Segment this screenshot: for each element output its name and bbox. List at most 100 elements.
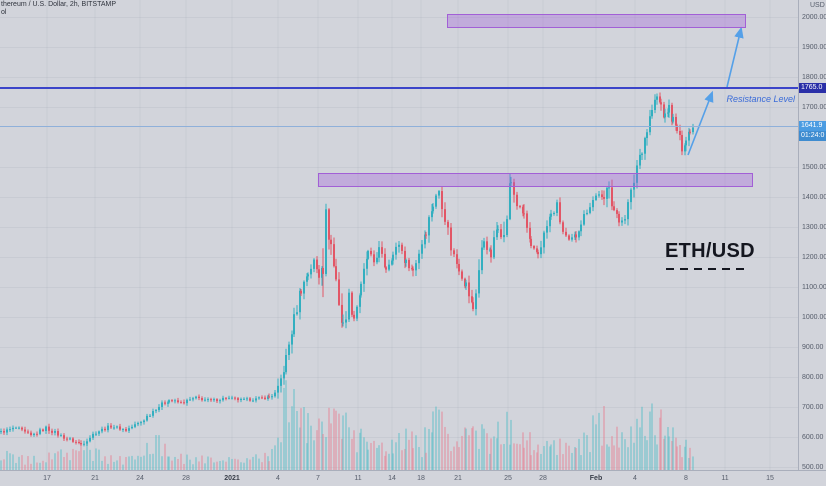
candlestick-chart[interactable]: [0, 0, 798, 470]
candle: [267, 396, 269, 400]
candle: [249, 398, 251, 401]
candle: [509, 183, 511, 220]
candle: [24, 429, 26, 432]
candle: [30, 432, 32, 436]
candle: [192, 398, 194, 400]
candle: [589, 207, 591, 213]
candle: [378, 247, 380, 258]
volume-bar: [613, 445, 615, 470]
candle: [616, 210, 618, 214]
candle: [529, 227, 531, 239]
volume-bar: [425, 452, 427, 470]
volume-bar: [675, 437, 677, 470]
volume-bar: [497, 421, 499, 470]
volume-bar: [608, 446, 610, 470]
candle: [335, 266, 337, 280]
volume-bar: [370, 442, 372, 470]
volume-bar: [367, 449, 369, 470]
volume-bar: [543, 446, 545, 470]
symbol-watermark-text[interactable]: ETH/USD: [665, 240, 755, 262]
volume-bar: [472, 426, 474, 470]
candle: [398, 244, 400, 247]
candle: [237, 398, 239, 401]
volume-bar: [78, 451, 80, 470]
volume-bar: [249, 459, 251, 470]
volume-legend[interactable]: ol: [1, 9, 7, 16]
candle: [684, 145, 686, 152]
time-tick-label: 2021: [224, 475, 240, 482]
volume-bar: [243, 462, 245, 470]
candle: [303, 281, 305, 294]
volume-bar: [438, 409, 440, 470]
candle: [438, 191, 440, 196]
candle: [568, 235, 570, 240]
candle: [128, 428, 130, 431]
volume-bar: [36, 462, 38, 470]
volume-bar: [128, 456, 130, 470]
volume-bar: [171, 460, 173, 470]
candle: [27, 431, 29, 433]
time-tick-label: 25: [504, 475, 512, 482]
candle: [618, 213, 620, 223]
volume-bar: [574, 447, 576, 470]
chart-plot-area[interactable]: thereum / U.S. Dollar, 2h, BITSTAMP ol R…: [0, 0, 798, 470]
volume-bar: [325, 437, 327, 470]
candle: [89, 437, 91, 442]
supply-zone-rectangle-upper[interactable]: [447, 14, 746, 28]
candles: [0, 92, 694, 447]
resistance-zone-rectangle-mid[interactable]: [318, 173, 753, 187]
time-tick-label: 8: [684, 475, 688, 482]
volume-bar: [195, 457, 197, 470]
volume-bar: [671, 441, 673, 470]
candle: [679, 130, 681, 136]
candle: [376, 257, 378, 263]
candle: [392, 254, 394, 261]
candle: [370, 250, 372, 255]
candle: [444, 209, 446, 222]
candle: [0, 431, 2, 433]
candle: [116, 426, 118, 428]
candle: [222, 397, 224, 401]
volume-bar: [516, 443, 518, 470]
price-tick-label: 900.00: [802, 343, 824, 351]
candle: [432, 206, 434, 212]
candle: [496, 229, 498, 238]
price-tick-label: 1500.00: [802, 163, 826, 171]
candle: [672, 116, 674, 122]
candle: [431, 211, 433, 218]
candle: [513, 182, 515, 195]
volume-bar: [391, 439, 393, 470]
volume-bar: [618, 447, 620, 470]
volume-bar: [441, 411, 443, 470]
candle: [646, 132, 648, 139]
price-axis[interactable]: USD 2000.00 1900.00 1800.00 1700.00 1500.00 1…: [798, 0, 826, 471]
candle: [167, 402, 169, 404]
candle: [565, 231, 567, 236]
volume-bar: [592, 415, 594, 470]
candle: [516, 194, 518, 207]
candle: [447, 221, 449, 228]
volume-bar: [408, 439, 410, 470]
volume-bar: [338, 413, 340, 470]
candle: [80, 442, 82, 445]
candle: [533, 246, 535, 249]
resistance-level-label[interactable]: Resistance Level: [726, 94, 795, 104]
price-axis-unit: USD: [810, 2, 825, 9]
volume-bar: [559, 438, 561, 470]
volume-bar: [513, 443, 515, 470]
time-tick-label: 11: [354, 475, 362, 482]
time-axis[interactable]: 17 21 24 28 2021 4 7 11 14 18 21 25 28 Feb 4 8 11 15: [0, 470, 826, 486]
resistance-horizontal-line[interactable]: [0, 87, 798, 89]
volume-bar: [540, 453, 542, 470]
volume-bar: [606, 444, 608, 470]
candle: [189, 399, 191, 401]
price-tick-label: 1900.00: [802, 43, 826, 51]
candle: [405, 259, 407, 263]
volume-bar: [9, 453, 11, 470]
volume-bar: [341, 438, 343, 470]
volume-bar: [24, 464, 26, 470]
symbol-legend[interactable]: thereum / U.S. Dollar, 2h, BITSTAMP: [1, 1, 117, 8]
candle: [63, 435, 65, 439]
volume-bar: [192, 464, 194, 470]
volume-bar: [351, 438, 353, 470]
